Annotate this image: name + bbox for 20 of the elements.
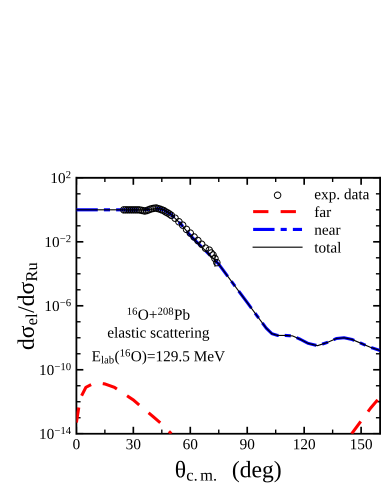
annotation: elastic scattering (108, 326, 210, 341)
legend-label: total (314, 242, 342, 253)
x-tick-label: 120 (294, 439, 316, 450)
y-tick-label: 10$^{−6}$ (46, 299, 71, 312)
y-tick-label: 10$^{−10}$ (40, 362, 71, 376)
legend-label: exp. data (314, 188, 370, 202)
y-tick-label: 10$^{−14}$ (40, 426, 71, 440)
y-tick-label: 10$^{−2}$ (46, 235, 71, 248)
legend-label: far (314, 206, 332, 218)
x-tick-label: 60 (183, 439, 198, 450)
y-tick-label: 10$^{2}$ (52, 171, 70, 184)
annotation: $^{16}$O+$^{208}$Pb (128, 308, 190, 320)
x-tick-label: 150 (350, 439, 372, 450)
x-axis-title: θ$_{c.m.}$ (deg) (176, 460, 281, 482)
x-tick-label: 90 (240, 439, 254, 450)
x-tick-label: 0 (73, 439, 80, 450)
legend-label: near (314, 228, 340, 235)
y-axis-title: dσ$_{el}$/dσ$_{Ru}$ (17, 262, 38, 350)
x-tick-label: 30 (126, 439, 140, 450)
annotation: E$_{lab}$($^{16}$O)=129.5 MeV (92, 349, 225, 364)
